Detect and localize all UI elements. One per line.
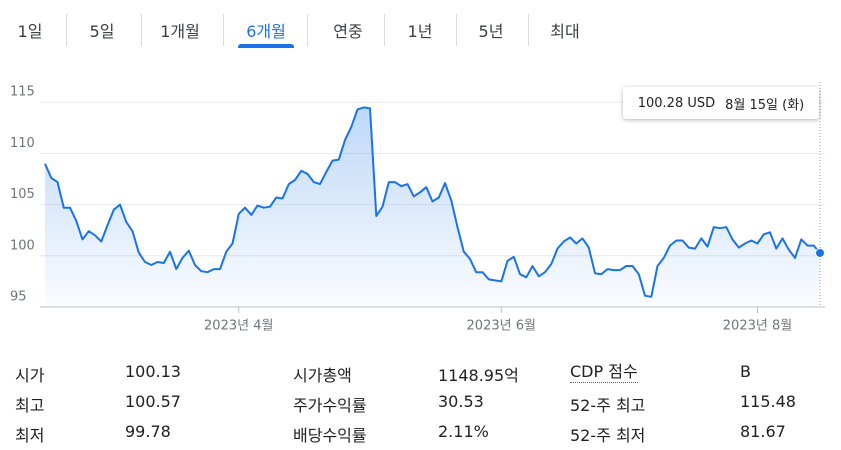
y-tick-label: 110 — [10, 136, 35, 151]
stat-label: CDP 점수 — [570, 362, 638, 383]
tab[interactable]: 1일 — [17, 22, 43, 41]
tooltip-price: 100.28 USD — [637, 95, 716, 111]
stat-value: 1148.95억 — [438, 366, 519, 385]
tab-separator — [66, 14, 67, 46]
stat-value: 30.53 — [438, 392, 484, 411]
x-tick-label: 2023년 8월 — [723, 319, 792, 334]
x-tick-label: 2023년 4월 — [204, 319, 273, 334]
stat-value: 100.13 — [125, 362, 181, 381]
tooltip-date: 8월 15일 (화) — [725, 97, 805, 113]
x-tick-label: 2023년 6월 — [467, 319, 536, 334]
tab-separator — [528, 14, 529, 46]
chart: 95 100 105 110 115 2023년 4월 2023년 6월 2023년 8월 — [10, 82, 825, 334]
price-line — [44, 106, 821, 298]
stat-value: B — [740, 362, 751, 381]
y-tick-label: 115 — [10, 85, 35, 100]
stat-label: 배당수익률 — [293, 426, 367, 445]
tooltip: 100.28 USD 8월 15일 (화) — [623, 87, 819, 119]
stat-value: 115.48 — [740, 392, 796, 411]
tab[interactable]: 1년 — [407, 22, 433, 41]
stat-value: 2.11% — [438, 422, 489, 441]
tab[interactable]: 1개월 — [160, 22, 200, 41]
stat-label: 주가수익률 — [293, 396, 367, 415]
stat-label: 최저 — [15, 426, 45, 445]
tab-separator — [141, 14, 142, 46]
y-tick-label: 95 — [10, 290, 27, 305]
stat-label: 최고 — [15, 396, 45, 415]
stat-value: 81.67 — [740, 422, 786, 441]
tab[interactable]: 6개월 — [246, 22, 286, 41]
stat-label: 52-주 최저 — [570, 426, 646, 445]
tab[interactable]: 5일 — [89, 22, 115, 41]
y-tick-label: 105 — [10, 187, 35, 202]
hover-dot — [815, 247, 825, 258]
area — [45, 107, 820, 308]
tab-separator — [455, 14, 457, 46]
tab[interactable]: 5년 — [478, 22, 504, 41]
stat-value: 99.78 — [125, 422, 171, 441]
tab-separator — [307, 14, 308, 46]
tab-underline — [238, 44, 294, 48]
stat-label: 시가 — [15, 366, 45, 385]
stat-label: 시가총액 — [293, 366, 352, 385]
tab-separator — [223, 14, 224, 46]
y-tick-label: 100 — [10, 238, 35, 253]
tab[interactable]: 최대 — [550, 22, 580, 41]
stat-label: 52-주 최고 — [570, 396, 646, 415]
tab-separator — [384, 14, 385, 46]
tab[interactable]: 연중 — [333, 22, 363, 41]
stat-value: 100.57 — [125, 392, 181, 411]
